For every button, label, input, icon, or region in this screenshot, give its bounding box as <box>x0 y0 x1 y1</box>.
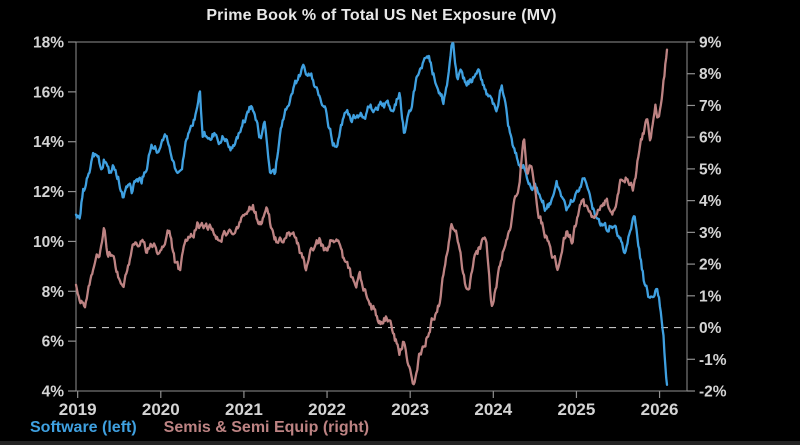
legend: Software (left) Semis & Semi Equip (righ… <box>30 419 369 437</box>
right-axis-tick-label: 9% <box>699 35 722 52</box>
right-axis-tick-label: 6% <box>699 130 722 147</box>
right-axis-tick-label: 4% <box>699 193 722 210</box>
right-axis-tick-label: 3% <box>699 225 722 242</box>
chart-title: Prime Book % of Total US Net Exposure (M… <box>206 7 557 24</box>
right-axis-tick-label: 0% <box>699 320 722 337</box>
left-axis-tick-label: 6% <box>42 334 65 351</box>
right-axis-tick-label: 5% <box>699 161 722 178</box>
right-axis-tick-label: 1% <box>699 288 722 305</box>
legend-semis: Semis & Semi Equip (right) <box>163 419 370 436</box>
right-axis-tick-label: 8% <box>699 66 722 83</box>
x-axis-tick-label: 2020 <box>142 400 180 419</box>
x-axis-tick-label: 2025 <box>558 400 596 419</box>
left-axis-tick-label: 8% <box>42 284 65 301</box>
right-axis-tick-label: 7% <box>699 98 722 115</box>
right-axis-tick-label: 2% <box>699 257 722 274</box>
left-axis-tick-label: 10% <box>33 234 64 251</box>
left-axis-tick-label: 16% <box>33 84 64 101</box>
semis-series-line <box>74 48 669 386</box>
right-axis-tick-label: -1% <box>699 352 727 369</box>
legend-software: Software (left) <box>30 419 137 436</box>
left-axis-tick-label: 18% <box>33 35 64 52</box>
software-series-line <box>74 42 669 386</box>
left-axis-tick-label: 14% <box>33 134 64 151</box>
x-axis-tick-label: 2021 <box>225 400 263 419</box>
right-axis-tick-label: -2% <box>699 384 727 401</box>
bottom-edge <box>0 441 800 445</box>
left-axis-tick-label: 12% <box>33 184 64 201</box>
x-axis-tick-label: 2023 <box>391 400 429 419</box>
x-axis-tick-label: 2026 <box>641 400 679 419</box>
left-axis-tick-label: 4% <box>42 384 65 401</box>
x-axis-tick-label: 2019 <box>59 400 97 419</box>
x-axis-tick-label: 2024 <box>474 400 512 419</box>
x-axis-tick-label: 2022 <box>308 400 346 419</box>
